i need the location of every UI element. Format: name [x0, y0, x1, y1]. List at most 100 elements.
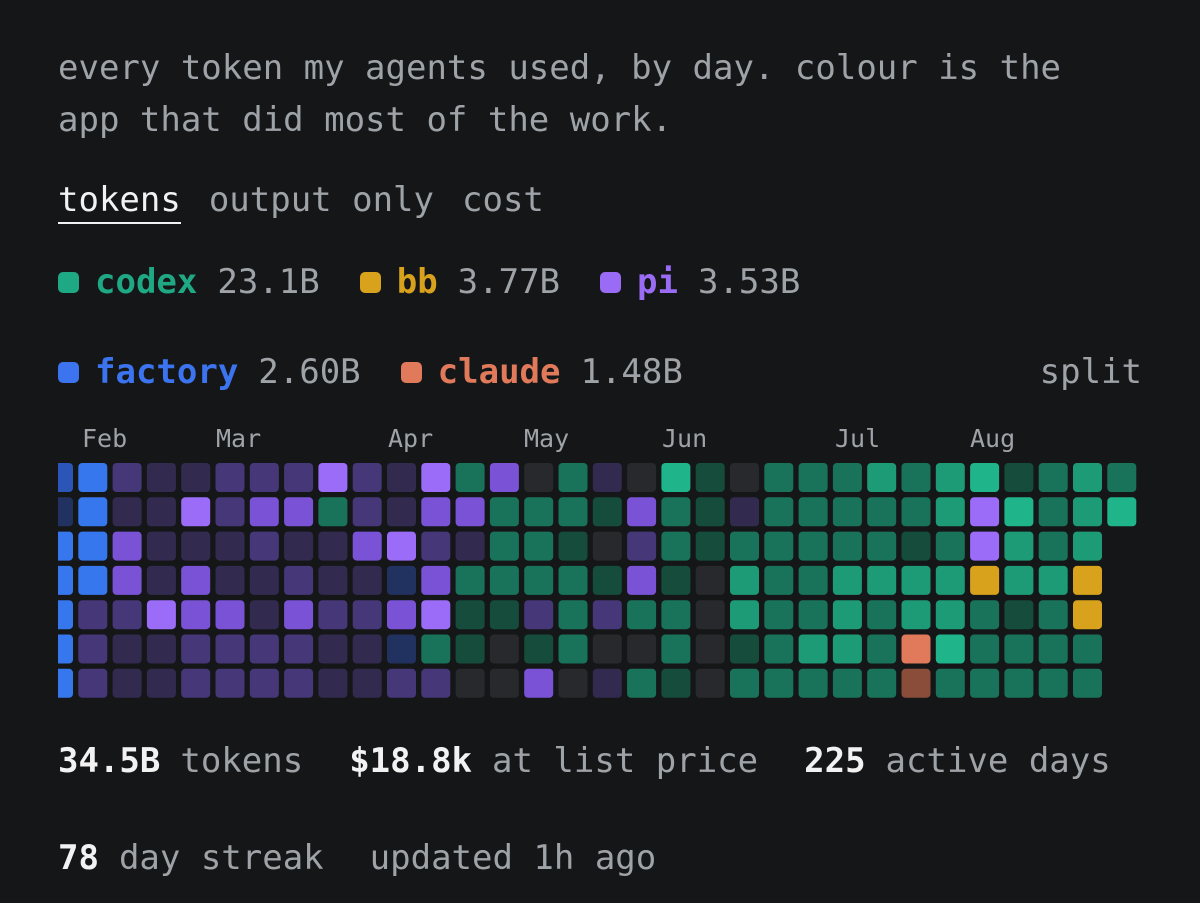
day-cell[interactable] — [249, 565, 279, 595]
day-cell[interactable] — [867, 497, 897, 527]
day-cell[interactable] — [935, 634, 965, 664]
day-cell[interactable] — [832, 497, 862, 527]
day-cell[interactable] — [1107, 463, 1137, 492]
day-cell[interactable] — [798, 634, 828, 664]
day-cell[interactable] — [387, 565, 416, 595]
day-cell[interactable] — [489, 668, 519, 698]
day-cell[interactable] — [284, 565, 314, 595]
day-cell[interactable] — [181, 531, 211, 561]
day-cell[interactable] — [1073, 668, 1102, 698]
day-cell[interactable] — [489, 600, 519, 630]
day-cell[interactable] — [901, 565, 931, 595]
day-cell[interactable] — [901, 668, 931, 698]
day-cell[interactable] — [1038, 531, 1068, 561]
day-cell[interactable] — [627, 600, 657, 630]
day-cell[interactable] — [249, 600, 279, 630]
day-cell[interactable] — [798, 463, 828, 492]
day-cell[interactable] — [661, 497, 691, 527]
day-cell[interactable] — [1038, 668, 1068, 698]
day-cell[interactable] — [78, 565, 108, 595]
day-cell[interactable] — [112, 634, 142, 664]
day-cell[interactable] — [352, 634, 382, 664]
day-cell[interactable] — [112, 668, 142, 698]
day-cell[interactable] — [489, 634, 519, 664]
day-cell[interactable] — [1004, 497, 1034, 527]
day-cell[interactable] — [387, 668, 416, 698]
day-cell[interactable] — [318, 668, 348, 698]
day-cell[interactable] — [112, 600, 142, 630]
day-cell[interactable] — [1004, 565, 1034, 595]
day-cell[interactable] — [44, 497, 73, 527]
day-cell[interactable] — [730, 497, 759, 527]
day-cell[interactable] — [387, 497, 416, 527]
day-cell[interactable] — [489, 565, 519, 595]
day-cell[interactable] — [181, 600, 211, 630]
day-cell[interactable] — [695, 497, 725, 527]
legend-item[interactable]: factory 2.60B — [58, 352, 361, 392]
day-cell[interactable] — [524, 463, 554, 492]
day-cell[interactable] — [695, 600, 725, 630]
day-cell[interactable] — [146, 600, 176, 630]
day-cell[interactable] — [901, 531, 931, 561]
day-cell[interactable] — [146, 497, 176, 527]
day-cell[interactable] — [970, 531, 1000, 561]
day-cell[interactable] — [44, 531, 73, 561]
day-cell[interactable] — [146, 634, 176, 664]
day-cell[interactable] — [558, 497, 588, 527]
legend-item[interactable]: bb 3.77B — [359, 262, 560, 302]
day-cell[interactable] — [592, 565, 622, 595]
day-cell[interactable] — [627, 668, 657, 698]
day-cell[interactable] — [558, 531, 588, 561]
day-cell[interactable] — [524, 634, 554, 664]
day-cell[interactable] — [78, 531, 108, 561]
day-cell[interactable] — [1004, 531, 1034, 561]
tab[interactable]: cost — [462, 180, 544, 220]
day-cell[interactable] — [352, 497, 382, 527]
day-cell[interactable] — [970, 497, 1000, 527]
day-cell[interactable] — [764, 497, 794, 527]
day-cell[interactable] — [1073, 463, 1102, 492]
day-cell[interactable] — [112, 463, 142, 492]
day-cell[interactable] — [352, 565, 382, 595]
day-cell[interactable] — [44, 463, 73, 492]
day-cell[interactable] — [146, 463, 176, 492]
day-cell[interactable] — [146, 668, 176, 698]
day-cell[interactable] — [832, 463, 862, 492]
day-cell[interactable] — [78, 463, 108, 492]
day-cell[interactable] — [558, 463, 588, 492]
day-cell[interactable] — [661, 463, 691, 492]
day-cell[interactable] — [832, 600, 862, 630]
day-cell[interactable] — [44, 634, 73, 664]
day-cell[interactable] — [146, 531, 176, 561]
day-cell[interactable] — [970, 634, 1000, 664]
day-cell[interactable] — [558, 565, 588, 595]
day-cell[interactable] — [524, 497, 554, 527]
day-cell[interactable] — [558, 600, 588, 630]
day-cell[interactable] — [592, 531, 622, 561]
day-cell[interactable] — [627, 531, 657, 561]
day-cell[interactable] — [1004, 463, 1034, 492]
day-cell[interactable] — [935, 531, 965, 561]
day-cell[interactable] — [421, 497, 451, 527]
day-cell[interactable] — [249, 463, 279, 492]
day-cell[interactable] — [44, 565, 73, 595]
day-cell[interactable] — [695, 565, 725, 595]
day-cell[interactable] — [798, 668, 828, 698]
tab[interactable]: tokens — [58, 180, 181, 224]
day-cell[interactable] — [1073, 634, 1102, 664]
day-cell[interactable] — [627, 497, 657, 527]
day-cell[interactable] — [661, 565, 691, 595]
day-cell[interactable] — [387, 463, 416, 492]
day-cell[interactable] — [832, 634, 862, 664]
day-cell[interactable] — [1038, 463, 1068, 492]
day-cell[interactable] — [421, 634, 451, 664]
day-cell[interactable] — [695, 634, 725, 664]
day-cell[interactable] — [524, 668, 554, 698]
day-cell[interactable] — [935, 463, 965, 492]
day-cell[interactable] — [215, 565, 245, 595]
legend-item[interactable]: pi 3.53B — [600, 262, 800, 302]
day-cell[interactable] — [455, 531, 485, 561]
day-cell[interactable] — [901, 634, 931, 664]
day-cell[interactable] — [387, 531, 416, 561]
day-cell[interactable] — [764, 531, 794, 561]
